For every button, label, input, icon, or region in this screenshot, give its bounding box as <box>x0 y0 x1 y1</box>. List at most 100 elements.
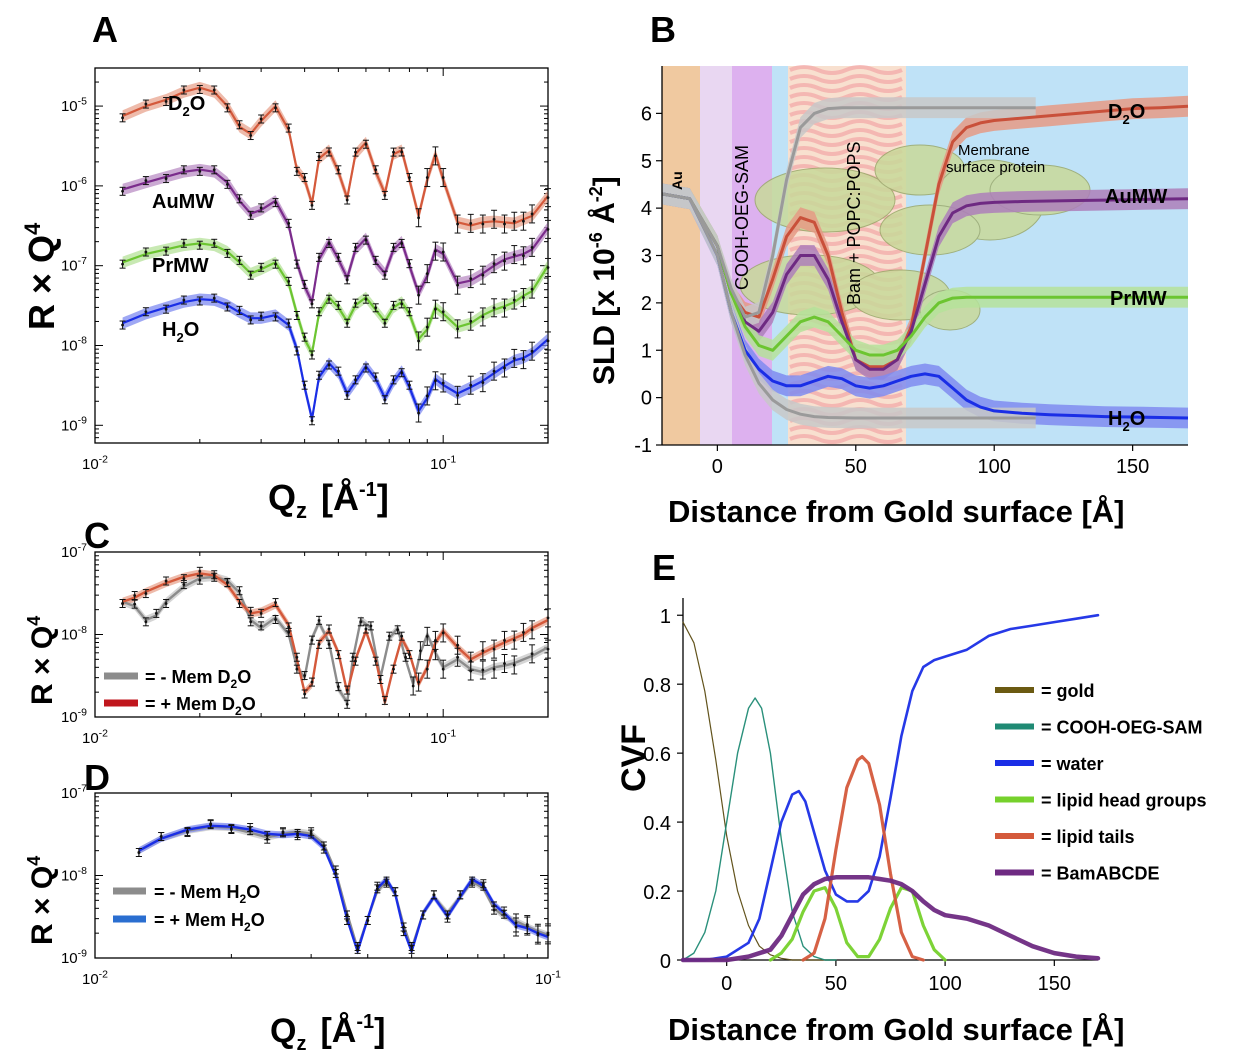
data-point <box>372 255 379 265</box>
data-point <box>142 589 149 599</box>
chart-b-protein-label-1: Membrane <box>958 142 1030 159</box>
data-point <box>335 650 342 660</box>
data-point <box>224 578 231 588</box>
chart-e: 0 0.2 0.4 0.6 0.8 1 0 50 100 150 = gold = COOH-OEG… <box>615 598 1207 1047</box>
chart-a-label-h2o: H2O <box>162 319 199 345</box>
data-point <box>430 890 437 900</box>
data-point <box>224 179 231 189</box>
data-point <box>467 213 474 233</box>
data-point <box>285 318 292 328</box>
data-point <box>301 279 308 289</box>
data-point <box>180 574 187 584</box>
chart-d-legend-text-2: = + Mem H2O <box>154 910 265 934</box>
data-point <box>119 259 126 269</box>
chart-d-frame <box>94 792 549 959</box>
x-tick-label: 10-2 <box>82 453 108 473</box>
series-band-D2O <box>122 81 548 232</box>
data-point <box>335 300 342 310</box>
data-point <box>501 630 508 650</box>
data-point <box>131 591 138 601</box>
data-point <box>236 120 243 130</box>
data-point <box>479 265 486 285</box>
data-point <box>511 630 518 650</box>
data-point <box>400 927 407 937</box>
series-line-water <box>681 613 1100 962</box>
series-line-+ Mem D2O <box>122 572 548 704</box>
y-tick-label: 0.8 <box>643 675 671 697</box>
data-point <box>529 204 536 224</box>
data-point <box>491 639 498 659</box>
data-point <box>454 385 461 405</box>
data-point <box>316 152 323 162</box>
data-point <box>272 259 279 269</box>
series-band-AuMW <box>122 163 548 308</box>
panel-letter-e: E <box>652 547 676 588</box>
chart-c-frame <box>94 551 549 718</box>
y-tick-label: 5 <box>641 151 652 173</box>
data-point <box>236 599 243 609</box>
data-point <box>491 298 498 318</box>
series-band-H2O <box>662 183 1188 429</box>
x-tick-label: 150 <box>1038 973 1071 995</box>
data-point <box>467 269 474 289</box>
data-point <box>344 390 351 400</box>
data-point <box>264 831 271 841</box>
series-band-PrMW <box>662 183 1188 366</box>
data-point <box>390 375 397 385</box>
data-point <box>406 650 413 660</box>
chart-b-au-label: Au <box>669 171 685 190</box>
chart-b-bilayer-label: Bam + POPC:POPS <box>844 141 864 305</box>
data-point <box>196 240 203 250</box>
data-point <box>424 626 431 646</box>
chart-b-label-prmw: PrMW <box>1110 288 1167 310</box>
data-point <box>258 621 265 631</box>
data-point <box>406 307 413 317</box>
data-point <box>228 824 235 834</box>
chart-a-ticks: 10-2 10-1 10-9 10-8 10-7 10-6 10-5 <box>61 68 549 473</box>
data-point <box>354 944 361 954</box>
data-point <box>534 925 541 945</box>
y-tick-label: 0.6 <box>643 744 671 766</box>
data-point <box>390 147 397 157</box>
chart-a-label-aumw: AuMW <box>152 191 214 213</box>
data-point <box>247 315 254 325</box>
data-point <box>301 380 308 390</box>
data-point <box>381 270 388 280</box>
data-point <box>344 195 351 205</box>
series-line-- Mem H2O <box>138 825 548 950</box>
data-point <box>501 214 508 234</box>
data-point <box>308 829 315 839</box>
data-point <box>335 252 342 262</box>
data-point <box>501 298 508 318</box>
data-point <box>344 699 351 709</box>
x-tick-label: 10-2 <box>82 968 108 988</box>
data-point <box>119 599 126 609</box>
y-tick-label: 10-7 <box>61 541 87 561</box>
data-point <box>163 576 170 586</box>
data-point <box>258 262 265 272</box>
data-point <box>520 622 527 642</box>
y-tick-label: 1 <box>641 340 652 362</box>
chart-a-lines <box>122 86 548 421</box>
series-line-AuMW <box>122 168 548 304</box>
series-line-H2O <box>661 192 1189 420</box>
data-point <box>211 572 218 582</box>
data-point <box>529 279 536 299</box>
data-point <box>479 307 486 327</box>
data-point <box>196 166 203 176</box>
data-point <box>196 575 203 585</box>
data-point <box>520 350 527 370</box>
y-tick-label: 10-9 <box>61 706 87 726</box>
data-point <box>326 360 333 370</box>
y-tick-label: 10-6 <box>61 175 87 195</box>
data-point <box>529 644 536 664</box>
data-point <box>415 672 422 692</box>
chart-b-label-aumw: AuMW <box>1105 186 1167 208</box>
legend-text: = lipid tails <box>1041 827 1135 847</box>
data-point <box>316 615 323 625</box>
data-point <box>335 682 342 692</box>
data-point <box>529 237 536 257</box>
data-point <box>406 259 413 269</box>
data-point <box>362 139 369 149</box>
